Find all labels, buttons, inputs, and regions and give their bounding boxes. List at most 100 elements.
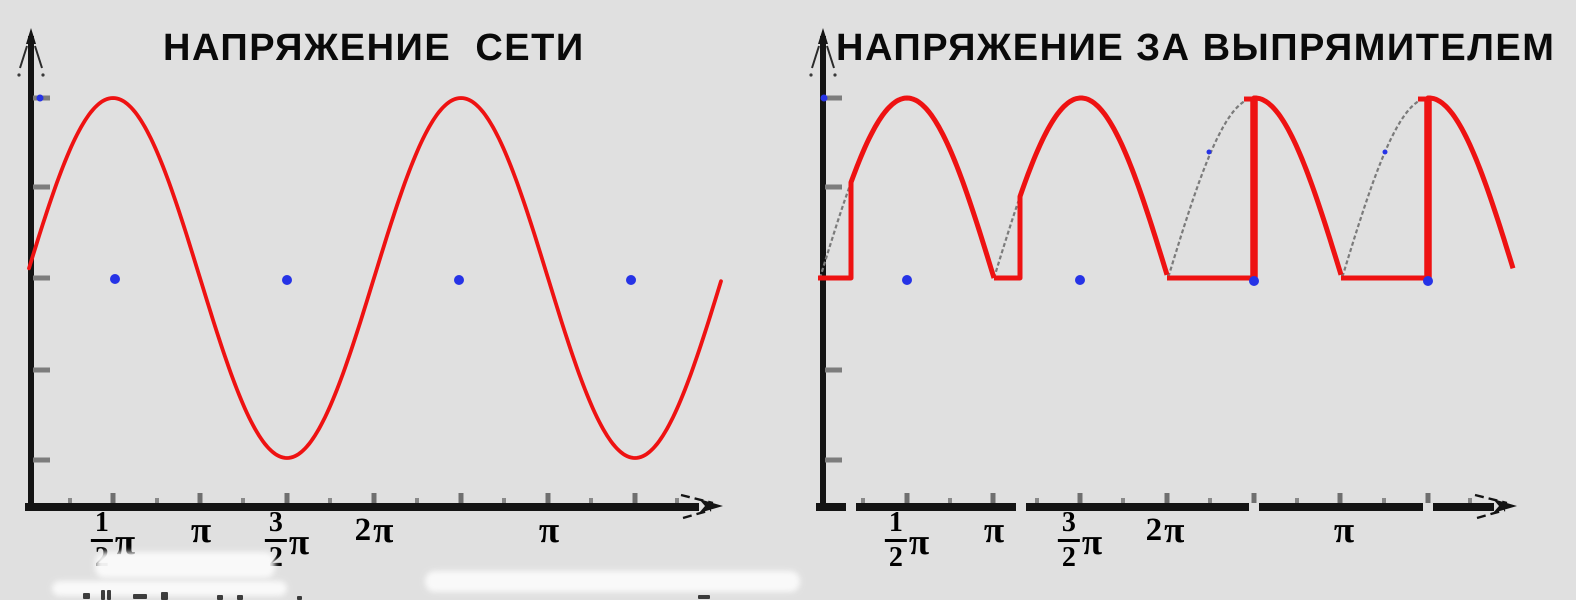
y-axis-arrow-whisker [34, 45, 43, 69]
x-axis-tick-major [458, 493, 464, 503]
y-axis [820, 36, 826, 511]
zero-line-marker-dot [282, 275, 292, 285]
x-axis-tick-major [904, 493, 910, 503]
y-axis-tick [33, 457, 50, 463]
watermark-remnant-artifact [101, 590, 105, 600]
unconducted-input-curve [1167, 96, 1255, 276]
rectifier-output-curve [818, 95, 1516, 281]
x-axis-arrow-icon [699, 499, 723, 513]
y-axis-arrow-speck [17, 73, 21, 77]
y-axis-tick [33, 367, 50, 373]
x-axis-tick-major [1164, 493, 1170, 503]
watermark-remnant-artifact [217, 595, 223, 600]
x-axis-tick-minor [1121, 498, 1125, 503]
y-axis-arrow-icon [818, 28, 828, 44]
x-tick-label: π [982, 509, 1004, 549]
x-axis-tick-major [1337, 493, 1343, 503]
y-axis-arrow-whisker [19, 45, 28, 69]
white-smudge-artifact [425, 571, 800, 592]
x-axis-segment [25, 503, 699, 511]
x-axis-arrow-whisker [1476, 508, 1506, 520]
x-axis-tick-minor [155, 498, 159, 503]
x-axis-tick-minor [415, 498, 419, 503]
unconducted-input-curve [992, 196, 1022, 279]
x-axis-tick-minor [1208, 498, 1212, 503]
fraction-denominator: 2 [888, 541, 903, 573]
x-axis-tick-minor [502, 498, 506, 503]
y-axis-arrow-whisker [826, 45, 835, 69]
fraction-numerator: 3 [264, 508, 287, 542]
y-axis-tick [33, 184, 50, 190]
y-axis-arrow-speck [833, 73, 837, 77]
x-axis-tick-minor [861, 498, 865, 503]
curve-sample-dot [1382, 149, 1388, 155]
unconducted-input-curve [1341, 96, 1429, 276]
x-axis-tick-minor [1035, 498, 1039, 503]
zero-line-marker-dot [1423, 276, 1433, 286]
watermark-remnant-artifact [107, 590, 111, 600]
mains-sine-curve [27, 96, 723, 460]
x-tick-label: π [1332, 509, 1354, 549]
zero-line-marker-dot [902, 275, 912, 285]
x-axis-tick-major [990, 493, 996, 503]
zero-line-marker-dot [626, 275, 636, 285]
x-axis-tick-minor [241, 498, 245, 503]
pi-symbol: π [373, 510, 394, 551]
zero-line-marker-dot [1249, 276, 1259, 286]
x-tick-label: π [537, 509, 559, 549]
watermark-remnant-artifact [237, 595, 243, 600]
watermark-remnant-artifact [297, 596, 302, 600]
x-axis-tick-minor [1468, 498, 1472, 503]
watermark-remnant-artifact [698, 595, 710, 599]
fraction-numerator: 1 [90, 508, 113, 542]
x-axis-tick-major [1077, 493, 1083, 503]
y-axis-tick [33, 275, 50, 281]
y-axis-arrow-icon [26, 28, 36, 44]
x-axis-tick-minor [948, 498, 952, 503]
pi-symbol: π [288, 522, 310, 563]
pi-symbol: π [908, 522, 930, 563]
fraction-numerator: 3 [1057, 508, 1080, 542]
zero-line-marker-dot [110, 274, 120, 284]
x-axis-arrow-whisker [680, 493, 714, 505]
coefficient: 2 [354, 512, 372, 548]
x-axis-tick-major [371, 493, 377, 503]
watermark-remnant-artifact [133, 594, 147, 599]
pi-symbol: π [538, 510, 560, 551]
x-axis-tick-major [110, 493, 116, 503]
pi-symbol: π [1333, 510, 1355, 551]
y-axis-arrow-speck [809, 73, 813, 77]
x-axis-tick-major [1251, 493, 1257, 503]
x-axis-arrow-whisker [1474, 493, 1508, 505]
chart-title-mains-voltage: НАПРЯЖЕНИЕ СЕТИ [163, 27, 585, 69]
x-axis-tick-minor [1295, 498, 1299, 503]
fraction-denominator: 2 [1061, 541, 1076, 573]
x-axis-tick-minor [1382, 498, 1386, 503]
y-axis-tick [825, 457, 842, 463]
x-axis-tick-major [545, 493, 551, 503]
x-axis-tick-minor [675, 498, 679, 503]
x-tick-label: π [189, 509, 211, 549]
x-axis-segment [1259, 503, 1423, 511]
pi-symbol: π [1164, 510, 1185, 551]
pi-symbol: π [114, 522, 136, 563]
zero-line-marker-dot [454, 275, 464, 285]
x-axis-arrow-icon [1493, 499, 1517, 513]
white-smudge-artifact [95, 552, 275, 578]
peak-level-marker-dot [820, 94, 828, 102]
pi-symbol: π [983, 510, 1005, 551]
pi-symbol: π [190, 510, 212, 551]
peak-level-marker-dot [36, 94, 44, 102]
x-axis-tick-major [1425, 493, 1431, 503]
chart-title-rectified-voltage: НАПРЯЖЕНИЕ ЗА ВЫПРЯМИТЕЛЕМ [836, 27, 1556, 69]
x-axis-segment [816, 503, 846, 511]
y-axis-arrow-speck [41, 73, 45, 77]
x-axis-segment [1433, 503, 1494, 511]
